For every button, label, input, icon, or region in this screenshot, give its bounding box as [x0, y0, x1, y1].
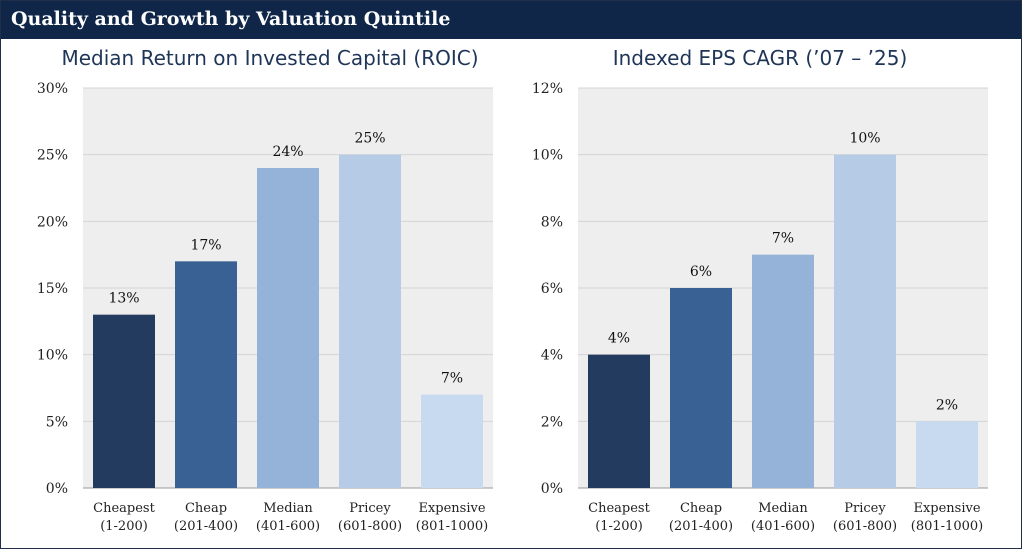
y-tick-label: 15% [37, 281, 68, 297]
y-tick-label: 10% [37, 348, 68, 364]
category-range-label: (401-600) [256, 519, 320, 534]
y-tick-label: 2% [541, 414, 563, 430]
chart-roic: 0% 5% 10% 15% 20% 25% 30% 13% Cheapest (1-200) 17%… [37, 81, 493, 534]
y-tick-label: 0% [541, 481, 563, 497]
y-tick-label: 30% [37, 81, 68, 97]
bar-median [257, 168, 319, 488]
y-tick-label: 6% [541, 281, 563, 297]
category-range-label: (801-1000) [911, 519, 983, 534]
category-range-label: (201-400) [669, 519, 733, 534]
category-label: Cheap [680, 501, 722, 516]
category-label: Cheapest [588, 501, 650, 516]
data-label: 24% [272, 144, 303, 160]
category-label: Median [263, 501, 313, 516]
bar-cheapest [588, 354, 650, 488]
bar-cheap [670, 288, 732, 488]
y-tick-label: 4% [541, 348, 563, 364]
data-label: 7% [441, 371, 463, 387]
bar-pricey [339, 154, 401, 488]
chart-title-roic: Median Return on Invested Capital (ROIC) [61, 46, 479, 70]
data-label: 7% [772, 231, 794, 247]
data-label: 6% [690, 264, 712, 280]
chart-title-eps: Indexed EPS CAGR (’07 – ’25) [612, 46, 908, 70]
category-range-label: (1-200) [595, 519, 643, 534]
data-label: 13% [108, 291, 139, 307]
chart-eps-cagr: 0% 2% 4% 6% 8% 10% 12% 4% Cheapest (1-200) 6% Cheap… [532, 81, 988, 534]
category-range-label: (201-400) [174, 519, 238, 534]
category-range-label: (1-200) [100, 519, 148, 534]
y-tick-label: 0% [46, 481, 68, 497]
bar-expensive [916, 421, 978, 488]
bar-pricey [834, 154, 896, 488]
category-range-label: (601-800) [338, 519, 402, 534]
bar-cheap [175, 261, 237, 488]
category-label: Expensive [913, 501, 980, 516]
data-label: 2% [936, 397, 958, 413]
category-label: Pricey [844, 501, 886, 516]
data-label: 25% [354, 131, 385, 147]
bar-expensive [421, 394, 483, 488]
category-label: Median [758, 501, 808, 516]
y-tick-label: 8% [541, 214, 563, 230]
category-label: Expensive [418, 501, 485, 516]
category-range-label: (801-1000) [416, 519, 488, 534]
y-tick-label: 10% [532, 148, 563, 164]
y-tick-label: 5% [46, 414, 68, 430]
figure-title: Quality and Growth by Valuation Quintile [11, 8, 451, 30]
data-label: 17% [190, 237, 221, 253]
header-banner: Quality and Growth by Valuation Quintile [1, 1, 1021, 39]
category-range-label: (401-600) [751, 519, 815, 534]
category-label: Pricey [349, 501, 391, 516]
y-tick-label: 25% [37, 148, 68, 164]
data-label: 10% [849, 131, 880, 147]
data-label: 4% [608, 331, 630, 347]
category-label: Cheap [185, 501, 227, 516]
bar-median [752, 254, 814, 488]
category-label: Cheapest [93, 501, 155, 516]
bar-cheapest [93, 314, 155, 488]
y-tick-label: 12% [532, 81, 563, 97]
y-tick-label: 20% [37, 214, 68, 230]
category-range-label: (601-800) [833, 519, 897, 534]
